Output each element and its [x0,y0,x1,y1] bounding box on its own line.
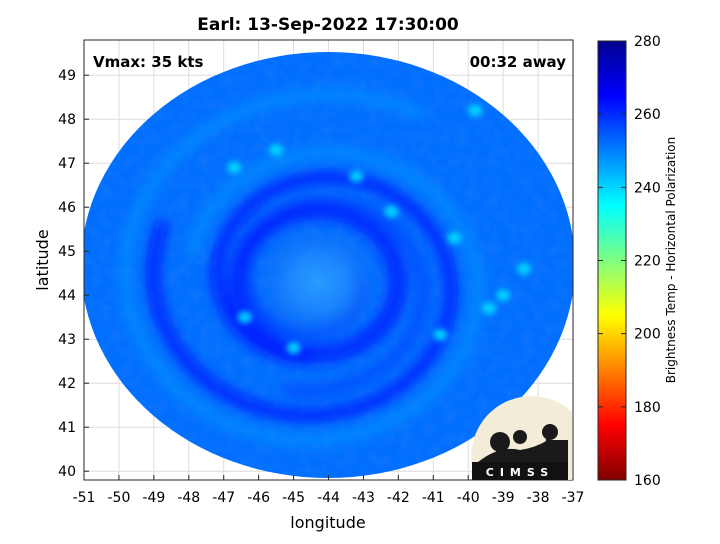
y-axis: 40 41 42 43 44 45 46 47 48 49 [58,68,89,480]
y-tick-label: 46 [58,200,76,216]
y-tick-label: 49 [58,68,76,84]
colorbar-tick-label: 160 [634,473,661,489]
y-tick-label: 45 [58,244,76,260]
convective-cell [269,144,284,156]
chart-title: Earl: 13-Sep-2022 17:30:00 [197,15,459,35]
colorbar-tick-label: 180 [634,400,661,416]
convective-cell [496,289,511,302]
y-tick-label: 48 [58,112,76,128]
x-tick-label: -44 [317,490,340,506]
x-tick-label: -38 [527,490,550,506]
x-tick-label: -41 [422,490,445,506]
y-tick-label: 40 [58,464,76,480]
x-tick-label: -48 [177,490,200,506]
x-tick-label: -40 [457,490,480,506]
brightness-field [84,52,573,478]
y-tick-label: 41 [58,420,76,436]
colorbar-tick-label: 280 [634,34,661,50]
convective-cell [482,302,497,315]
colorbar-tick-label: 260 [634,107,661,123]
convective-cell [447,232,462,244]
field-layer [84,52,573,478]
convective-cell [237,311,252,324]
storm-eye [256,224,381,340]
cimss-logo: CIMSS [471,396,572,480]
convective-cell [468,104,483,117]
colorbar-tick-label: 200 [634,327,661,343]
spiral-band [120,89,484,446]
colorbar-tick-label: 220 [634,254,661,270]
vmax-annotation: Vmax: 35 kts [93,53,203,71]
convective-cell [349,170,364,183]
x-tick-label: -42 [387,490,410,506]
x-axis-label: longitude [290,513,365,532]
eyewall [229,201,408,363]
x-tick-label: -51 [73,490,96,506]
x-tick-label: -37 [562,490,585,506]
cimss-logo-text: CIMSS [486,466,554,479]
eye-region [256,224,381,340]
convective-cell [384,205,399,218]
y-tick-label: 43 [58,332,76,348]
colorbar-tick-label: 240 [634,180,661,196]
x-tick-label: -43 [352,490,375,506]
x-tick-label: -49 [142,490,165,506]
x-axis: -51 -50 -49 -48 -47 -46 -45 -44 -43 -42 -41 -40 -39-… [73,475,585,506]
x-tick-label: -47 [212,490,235,506]
convective-cell [227,161,242,174]
y-axis-label: latitude [33,229,52,290]
spiral-bands [120,89,484,446]
colorbar-ticks: 160 180 200 220 240 260 280 [598,34,661,489]
colorbar-label: Brightness Temp - Horizontal Polarizatio… [664,137,678,384]
convective-cell [517,262,532,275]
x-tick-label: -45 [282,490,305,506]
x-tick-label: -50 [107,490,130,506]
convective-cell [286,342,301,354]
y-tick-label: 47 [58,156,76,172]
spiral-band [147,171,457,422]
x-tick-label: -39 [492,490,515,506]
time-offset-annotation: 00:32 away [470,53,567,71]
y-tick-label: 42 [58,376,76,392]
y-tick-label: 44 [58,288,76,304]
convective-cells [227,104,532,354]
x-tick-label: -46 [247,490,270,506]
convective-cell [433,328,448,341]
